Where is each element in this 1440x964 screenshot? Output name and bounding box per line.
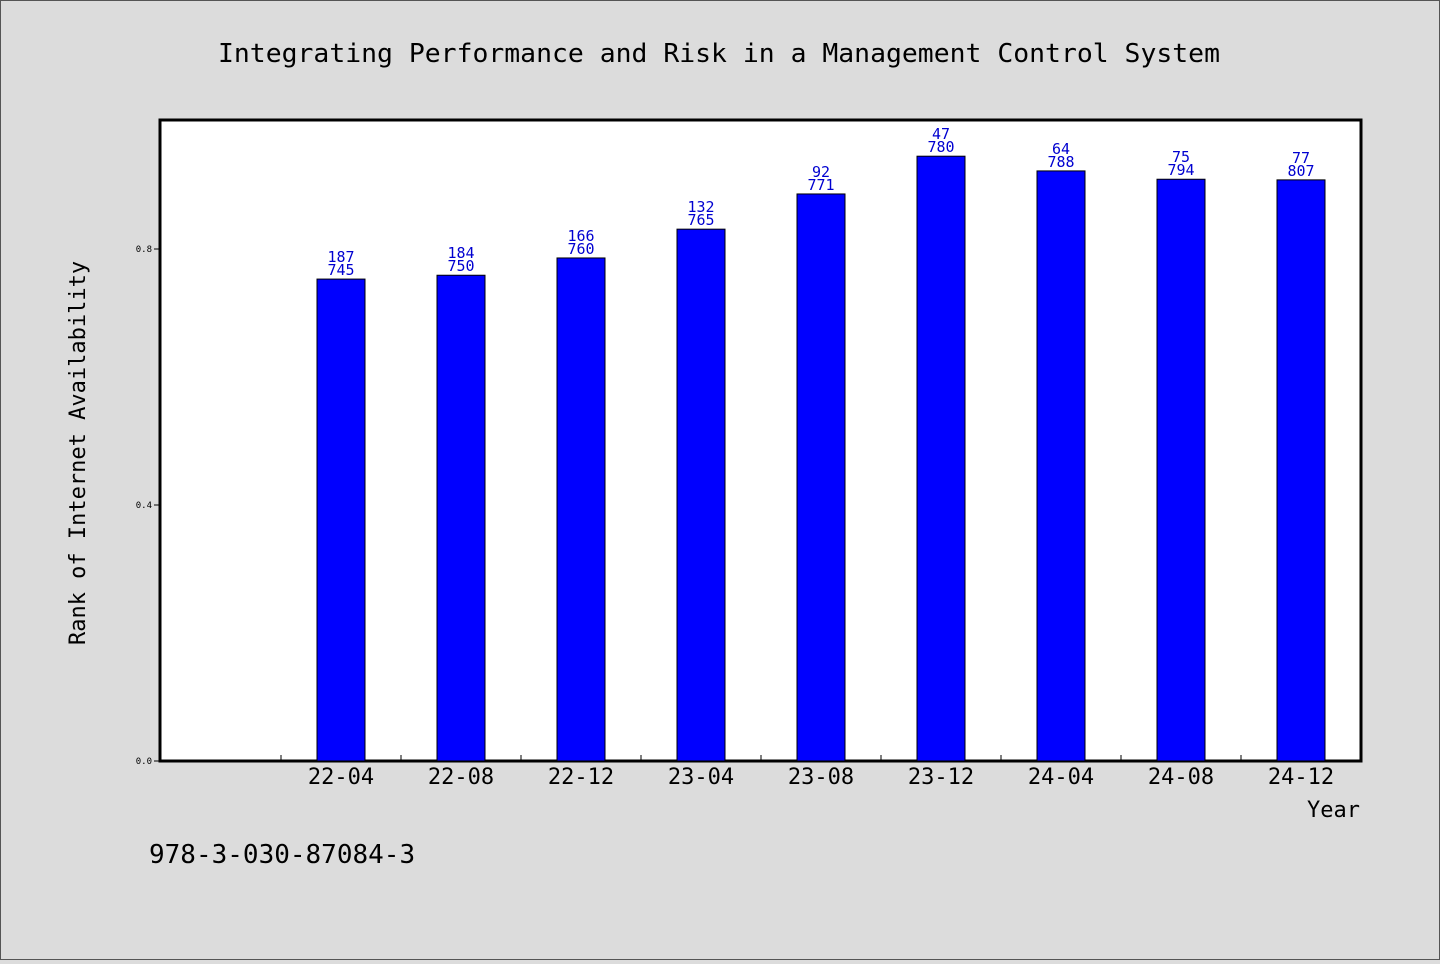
bar-label-bottom: 745 — [327, 261, 354, 279]
x-tick-label: 24-04 — [1028, 765, 1094, 790]
bar-label-bottom: 750 — [447, 257, 474, 275]
bar-label-bottom: 765 — [687, 211, 714, 229]
bar-label-bottom: 788 — [1047, 153, 1074, 171]
bar-label-bottom: 760 — [567, 240, 594, 258]
x-tick-label: 24-12 — [1268, 765, 1334, 790]
bar-group — [316, 155, 1326, 762]
y-axis-label: Rank of Internet Availability — [66, 261, 91, 645]
bar-label-bottom: 794 — [1167, 161, 1194, 179]
bar — [1276, 179, 1326, 762]
bar-label-top: 92 — [812, 163, 830, 181]
bar — [316, 278, 366, 762]
bar-label-top: 184 — [447, 244, 474, 262]
bar-label-top: 77 — [1292, 149, 1310, 167]
x-tick-label: 22-12 — [548, 765, 614, 790]
x-axis: 22-04 22-08 22-12 23-04 23-08 23-12 24-04 24-08… — [280, 755, 1362, 790]
y-tick-label: 0.0 — [136, 757, 152, 767]
bar-label-bottom: 780 — [927, 138, 954, 156]
bar — [436, 274, 486, 762]
bar — [1156, 178, 1206, 762]
bar — [1036, 170, 1086, 762]
x-tick-label: 23-12 — [908, 765, 974, 790]
y-axis: 0.0 0.4 0.8 — [136, 245, 160, 767]
chart-title: Integrating Performance and Risk in a Ma… — [218, 39, 1220, 69]
bar — [676, 228, 726, 762]
x-tick-label: 23-08 — [788, 765, 854, 790]
bar — [796, 193, 846, 762]
y-tick-label: 0.8 — [136, 245, 152, 255]
bar-label-top: 187 — [327, 248, 354, 266]
x-tick-label: 24-08 — [1148, 765, 1214, 790]
bar-label-top: 166 — [567, 227, 594, 245]
x-axis-label: Year — [1307, 798, 1360, 823]
bar-label-top: 64 — [1052, 140, 1070, 158]
bar — [916, 155, 966, 762]
isbn-footer: 978-3-030-87084-3 — [149, 840, 415, 870]
bar-label-top: 132 — [687, 198, 714, 216]
x-tick-label: 23-04 — [668, 765, 734, 790]
bar-label-bottom: 771 — [807, 176, 834, 194]
x-tick-label: 22-08 — [428, 765, 494, 790]
bar — [556, 257, 606, 762]
bar-label-bottom: 807 — [1287, 162, 1314, 180]
x-tick-label: 22-04 — [308, 765, 374, 790]
bar-label-top: 47 — [932, 125, 950, 143]
y-tick-label: 0.4 — [136, 501, 152, 511]
bar-label-top: 75 — [1172, 148, 1190, 166]
